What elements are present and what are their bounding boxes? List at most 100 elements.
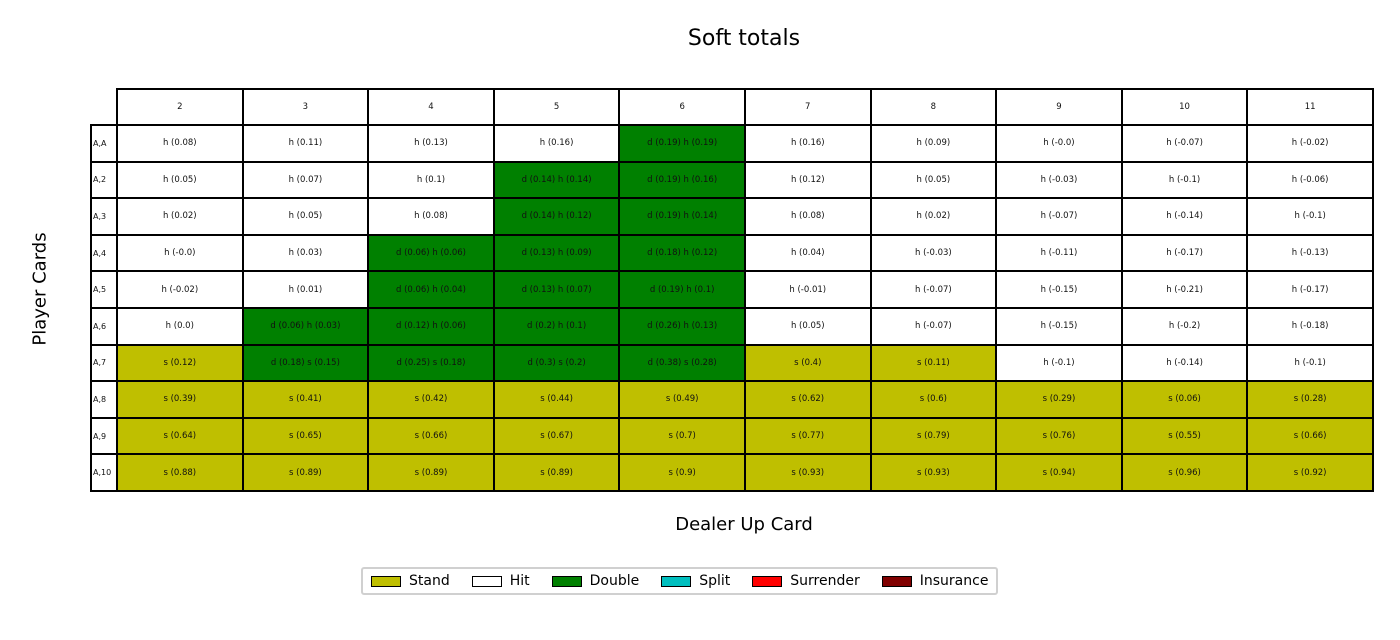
row-header: A,3: [90, 197, 118, 236]
table-row: A,8 s (0.39) s (0.41) s (0.42) s (0.44) s (0.…: [90, 380, 1374, 419]
strategy-cell: s (0.55): [1120, 416, 1249, 456]
strategy-cell: h (-0.2): [1120, 306, 1249, 346]
column-header: 11: [1246, 88, 1374, 126]
strategy-cell: d (0.18) s (0.15): [241, 343, 370, 383]
strategy-cell: h (0.13): [367, 124, 495, 163]
strategy-cell: h (0.08): [116, 124, 244, 163]
strategy-cell: h (-0.1): [1246, 343, 1374, 383]
strategy-cell: h (0.02): [869, 197, 998, 236]
strategy-cell: h (0.1): [367, 160, 495, 200]
strategy-cell: s (0.89): [367, 453, 495, 492]
strategy-cell: d (0.19) h (0.14): [618, 197, 746, 236]
legend-label: Split: [699, 573, 731, 589]
strategy-cell: d (0.2) h (0.1): [492, 306, 621, 346]
x-axis-label: Dealer Up Card: [675, 514, 813, 535]
strategy-cell: h (-0.0): [995, 124, 1123, 163]
strategy-cell: s (0.41): [241, 380, 370, 419]
strategy-cell: s (0.06): [1120, 380, 1249, 419]
strategy-cell: s (0.9): [618, 453, 746, 492]
table-row: A,3 h (0.02) h (0.05) h (0.08) d (0.14) h (0…: [90, 197, 1374, 236]
column-header: 2: [116, 88, 244, 126]
legend-swatch: [471, 575, 502, 587]
strategy-cell: h (0.0): [116, 306, 244, 346]
strategy-cell: d (0.38) s (0.28): [618, 343, 746, 383]
strategy-cell: s (0.39): [116, 380, 244, 419]
strategy-cell: d (0.19) h (0.19): [618, 124, 746, 163]
strategy-cell: h (-0.21): [1120, 270, 1249, 309]
strategy-cell: h (-0.17): [1246, 270, 1374, 309]
strategy-cell: d (0.14) h (0.12): [492, 197, 621, 236]
column-header: 8: [869, 88, 998, 126]
table-row: A,6 h (0.0) d (0.06) h (0.03) d (0.12) h (0…: [90, 306, 1374, 346]
strategy-cell: h (0.02): [116, 197, 244, 236]
legend-item: Stand: [371, 573, 450, 589]
strategy-cell: h (-0.1): [995, 343, 1123, 383]
strategy-cell: h (-0.13): [1246, 233, 1374, 273]
table-row: A,2 h (0.05) h (0.07) h (0.1) d (0.14) h (0.…: [90, 160, 1374, 200]
strategy-cell: h (-0.06): [1246, 160, 1374, 200]
legend-label: Stand: [409, 573, 450, 589]
column-header: 7: [743, 88, 872, 126]
strategy-cell: h (-0.07): [995, 197, 1123, 236]
strategy-cell: s (0.7): [618, 416, 746, 456]
legend-item: Insurance: [881, 573, 989, 589]
strategy-cell: s (0.28): [1246, 380, 1374, 419]
strategy-cell: h (-0.14): [1120, 197, 1249, 236]
strategy-cell: s (0.66): [367, 416, 495, 456]
legend-label: Insurance: [919, 573, 989, 589]
column-header: 3: [241, 88, 370, 126]
strategy-cell: s (0.12): [116, 343, 244, 383]
strategy-cell: s (0.44): [492, 380, 621, 419]
strategy-cell: d (0.12) h (0.06): [367, 306, 495, 346]
row-header: A,5: [90, 270, 118, 309]
strategy-cell: h (0.16): [492, 124, 621, 163]
y-axis-label: Player Cards: [29, 232, 51, 346]
strategy-cell: s (0.88): [116, 453, 244, 492]
strategy-cell: s (0.6): [869, 380, 998, 419]
strategy-cell: s (0.76): [995, 416, 1123, 456]
strategy-cell: s (0.79): [869, 416, 998, 456]
table-row: A,7 s (0.12) d (0.18) s (0.15) d (0.25) s (…: [90, 343, 1374, 383]
strategy-cell: s (0.66): [1246, 416, 1374, 456]
strategy-cell: s (0.94): [995, 453, 1123, 492]
strategy-cell: s (0.4): [743, 343, 872, 383]
strategy-cell: h (-0.07): [869, 306, 998, 346]
legend-item: Surrender: [752, 573, 860, 589]
strategy-table: 2 3 4 5 6 7 8 9 10 11 A,A h (0.08) h (0.11) h (0.13) h…: [90, 88, 1374, 492]
legend-label: Surrender: [790, 573, 860, 589]
table-row: A,10 s (0.88) s (0.89) s (0.89) s (0.89) s (0…: [90, 453, 1374, 492]
row-header: A,9: [90, 416, 118, 456]
table-corner: [91, 89, 117, 125]
row-header: A,8: [90, 380, 118, 419]
strategy-cell: h (0.16): [743, 124, 872, 163]
row-header: A,4: [90, 233, 118, 273]
strategy-cell: s (0.49): [618, 380, 746, 419]
column-header: 10: [1120, 88, 1249, 126]
strategy-cell: d (0.13) h (0.09): [492, 233, 621, 273]
strategy-cell: h (0.01): [241, 270, 370, 309]
strategy-cell: s (0.67): [492, 416, 621, 456]
strategy-cell: h (0.07): [241, 160, 370, 200]
legend-item: Double: [551, 573, 639, 589]
strategy-cell: d (0.19) h (0.16): [618, 160, 746, 200]
strategy-cell: h (-0.11): [995, 233, 1123, 273]
strategy-cell: s (0.93): [869, 453, 998, 492]
legend-swatch: [881, 575, 912, 587]
strategy-cell: s (0.96): [1120, 453, 1249, 492]
strategy-cell: s (0.11): [869, 343, 998, 383]
strategy-cell: h (-0.1): [1120, 160, 1249, 200]
strategy-cell: s (0.92): [1246, 453, 1374, 492]
strategy-cell: h (0.05): [743, 306, 872, 346]
table-row: A,5 h (-0.02) h (0.01) d (0.06) h (0.04) d (…: [90, 270, 1374, 309]
column-header: 9: [995, 88, 1123, 126]
strategy-cell: d (0.18) h (0.12): [618, 233, 746, 273]
strategy-cell: h (-0.14): [1120, 343, 1249, 383]
strategy-cell: s (0.89): [241, 453, 370, 492]
column-header: 6: [618, 88, 746, 126]
strategy-cell: h (-0.02): [1246, 124, 1374, 163]
table-row: A,4 h (-0.0) h (0.03) d (0.06) h (0.06) d (0…: [90, 233, 1374, 273]
strategy-cell: h (0.09): [869, 124, 998, 163]
strategy-cell: s (0.64): [116, 416, 244, 456]
strategy-cell: s (0.29): [995, 380, 1123, 419]
strategy-cell: h (-0.02): [116, 270, 244, 309]
